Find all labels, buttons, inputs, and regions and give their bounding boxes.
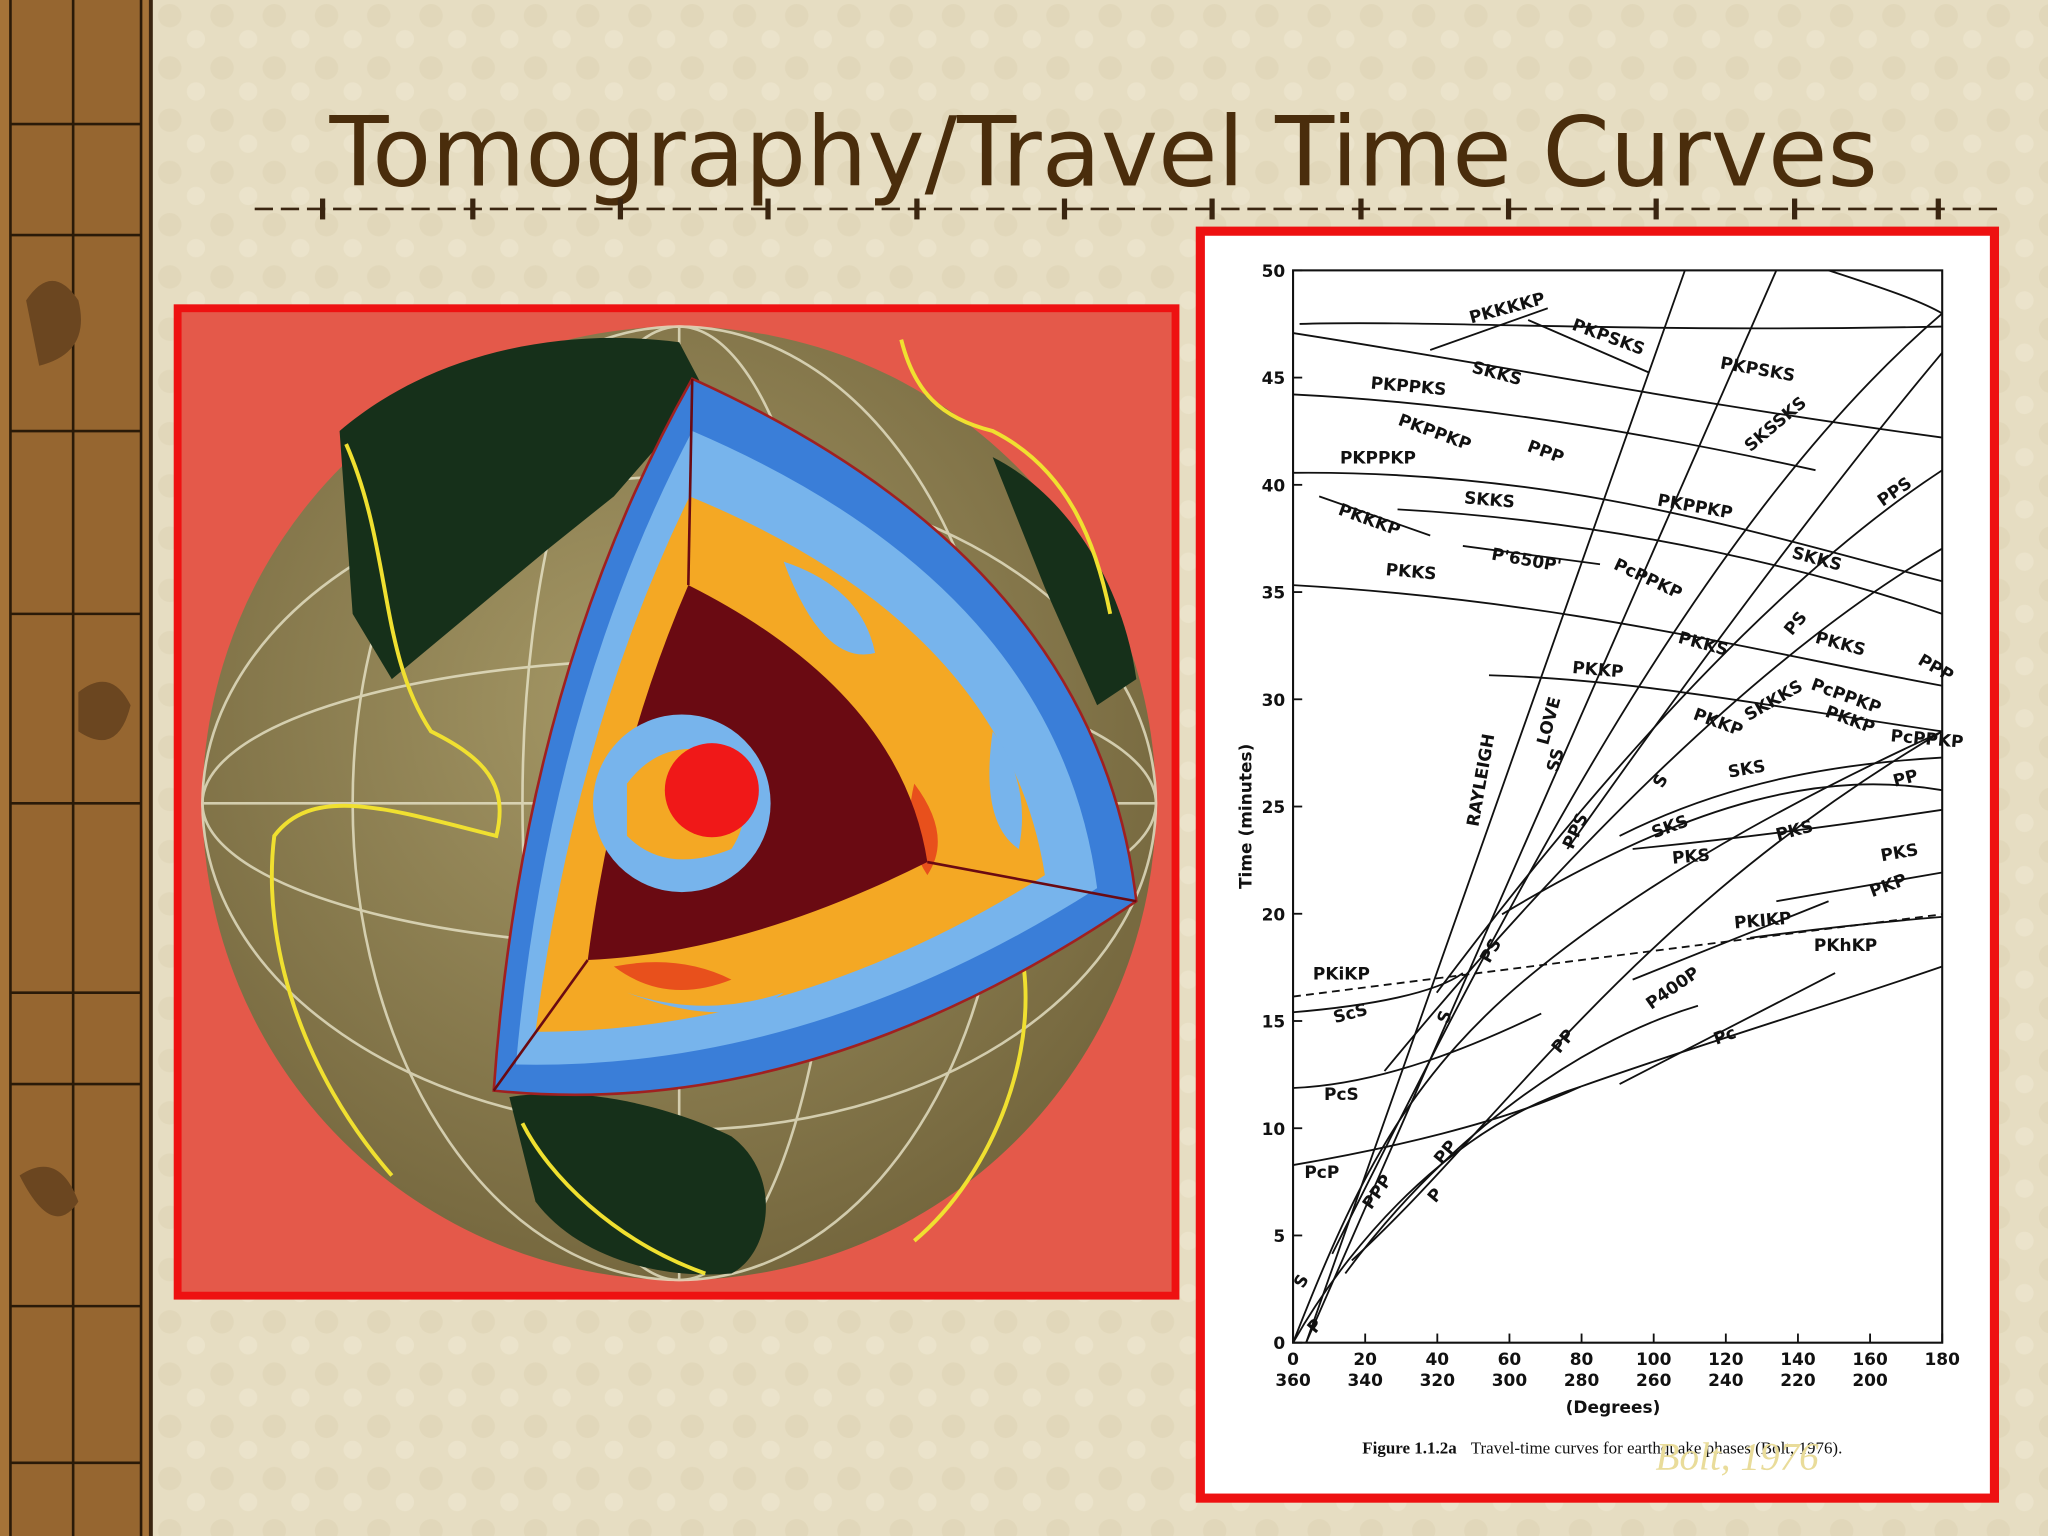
x-tick-label-alt: 220 <box>1780 1371 1815 1391</box>
title-rule <box>254 198 1999 220</box>
caption-label: Figure 1.1.2a <box>1362 1439 1457 1458</box>
x-tick-label: 80 <box>1570 1350 1594 1370</box>
curve-label: PKiKP <box>1313 965 1370 985</box>
curve-label: PKKS <box>1385 560 1438 584</box>
y-tick-label: 10 <box>1262 1120 1286 1140</box>
caption-text: Travel-time curves for earthquake phases… <box>1471 1439 1843 1458</box>
y-axis-label: Time (minutes) <box>1236 744 1256 889</box>
x-tick-label: 100 <box>1636 1350 1671 1370</box>
y-tick-label: 35 <box>1262 584 1286 604</box>
x-tick-label-alt: 320 <box>1420 1371 1455 1391</box>
x-tick-label-alt: 200 <box>1852 1371 1887 1391</box>
x-tick-label: 60 <box>1498 1350 1522 1370</box>
curve-label: PcS <box>1324 1085 1359 1105</box>
slide-title: Tomography/Travel Time Curves <box>329 95 1878 208</box>
curve-label: PcP <box>1304 1163 1339 1183</box>
curve-label: PKPPKP <box>1340 449 1416 469</box>
x-tick-label: 140 <box>1780 1350 1815 1370</box>
travel-time-curves <box>1292 269 1943 1344</box>
x-tick-label: 0 <box>1287 1350 1299 1370</box>
x-tick-label: 180 <box>1924 1350 1959 1370</box>
tomography-image <box>173 304 1180 1300</box>
y-tick-label: 5 <box>1273 1227 1285 1247</box>
x-tick-label: 20 <box>1353 1350 1377 1370</box>
x-tick-label: 120 <box>1708 1350 1743 1370</box>
x-axis-label: (Degrees) <box>1566 1398 1661 1418</box>
x-tick-label-alt: 340 <box>1347 1371 1382 1391</box>
curve-label: SKKS <box>1463 488 1515 512</box>
y-tick-label: 25 <box>1262 798 1286 818</box>
x-tick-label-alt: 300 <box>1492 1371 1527 1391</box>
y-tick-label: 0 <box>1273 1334 1285 1354</box>
y-tick-label: 50 <box>1262 262 1286 282</box>
curve-label: PKKP <box>1571 658 1624 682</box>
travel-time-figure: Time (minutes) (Degrees) Figure 1.1.2a T… <box>1195 226 2000 1503</box>
x-tick-label-alt: 360 <box>1275 1371 1310 1391</box>
y-tick-label: 15 <box>1262 1013 1286 1033</box>
side-strip <box>0 0 153 1536</box>
x-tick-label-alt: 240 <box>1708 1371 1743 1391</box>
x-tick-label: 160 <box>1852 1350 1887 1370</box>
curve-label: PKS <box>1671 845 1710 868</box>
credit: Bolt, 1976 <box>1656 1435 1820 1478</box>
curve-label: PKhKP <box>1814 936 1877 956</box>
y-tick-label: 30 <box>1262 691 1286 711</box>
y-tick-label: 40 <box>1262 476 1286 496</box>
x-tick-label-alt: 280 <box>1564 1371 1599 1391</box>
y-tick-label: 45 <box>1262 369 1286 389</box>
x-tick-label: 40 <box>1426 1350 1450 1370</box>
curve-label: PKIKP <box>1733 909 1792 934</box>
y-tick-label: 20 <box>1262 905 1286 925</box>
x-tick-label-alt: 260 <box>1636 1371 1671 1391</box>
